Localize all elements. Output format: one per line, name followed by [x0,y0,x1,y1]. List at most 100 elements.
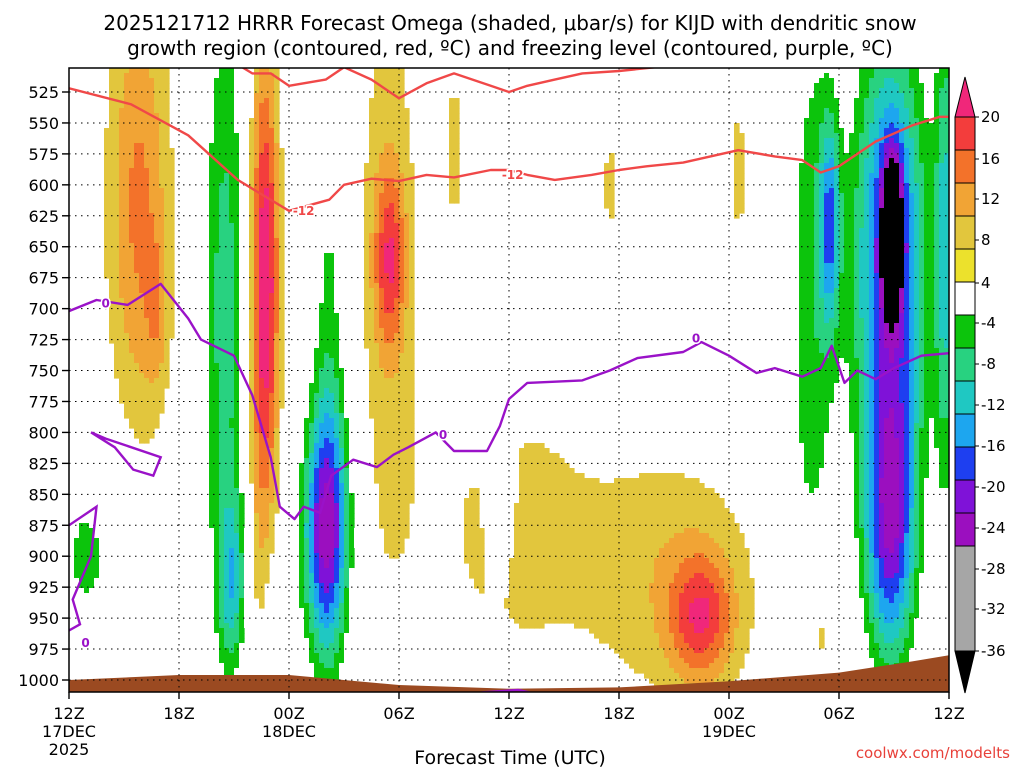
omega-cell [324,268,330,274]
omega-cell [159,138,165,144]
omega-cell [834,228,840,234]
omega-cell [874,193,880,199]
omega-cell [809,338,815,344]
omega-cell [869,203,875,209]
omega-cell [394,138,400,144]
omega-cell [224,368,230,374]
omega-cell [279,273,285,279]
omega-cell [409,218,415,224]
omega-cell [929,158,935,164]
omega-cell [239,293,245,299]
omega-cell [924,163,930,169]
omega-cell [909,363,915,369]
omega-cell [799,253,805,259]
omega-cell [249,123,255,129]
omega-cell [224,373,230,379]
omega-cell [134,363,140,369]
omega-cell [144,223,150,229]
omega-cell [854,248,860,254]
omega-cell [734,158,740,164]
omega-cell [914,273,920,279]
omega-cell [894,313,900,319]
omega-cell [854,113,860,119]
omega-cell [889,333,895,339]
omega-cell [449,188,455,194]
omega-cell [149,213,155,219]
omega-cell [394,168,400,174]
omega-cell [864,138,870,144]
omega-cell [159,298,165,304]
omega-cell [944,293,949,299]
omega-cell [264,78,270,84]
omega-cell [819,283,825,289]
omega-cell [119,83,125,89]
omega-cell [814,353,820,359]
omega-cell [814,73,820,79]
omega-cell [449,148,455,154]
omega-cell [374,208,380,214]
omega-cell [429,163,435,169]
omega-cell [159,203,165,209]
omega-cell [784,328,790,334]
omega-cell [819,238,825,244]
omega-cell [149,138,155,144]
omega-cell [894,173,900,179]
omega-cell [929,368,935,374]
omega-cell [334,353,340,359]
omega-cell [794,158,800,164]
omega-cell [944,143,949,149]
omega-cell [214,233,220,239]
omega-cell [134,148,140,154]
omega-cell [159,103,165,109]
omega-cell [894,98,900,104]
omega-cell [124,78,130,84]
omega-cell [129,373,135,379]
omega-cell [904,353,910,359]
omega-cell [869,213,875,219]
omega-cell [144,383,150,389]
omega-cell [219,273,225,279]
omega-cell [874,368,880,374]
omega-cell [384,153,390,159]
omega-cell [409,313,415,319]
omega-cell [304,368,310,374]
omega-cell [934,248,940,254]
omega-cell [324,243,330,249]
omega-cell [114,128,120,134]
omega-cell [904,288,910,294]
omega-cell [604,203,610,209]
omega-cell [134,118,140,124]
omega-cell [319,93,325,99]
omega-cell [324,188,330,194]
omega-cell [934,278,940,284]
omega-cell [434,223,440,229]
omega-cell [804,163,810,169]
omega-cell [889,328,895,334]
omega-cell [219,203,225,209]
omega-cell [824,298,830,304]
omega-cell [209,328,215,334]
omega-cell [734,168,740,174]
omega-cell [214,73,220,79]
omega-cell [364,278,370,284]
omega-cell [859,243,865,249]
omega-cell [249,388,255,394]
omega-cell [939,328,945,334]
omega-cell [224,293,230,299]
omega-cell [314,328,320,334]
omega-cell [924,123,930,129]
omega-cell [114,143,120,149]
omega-cell [264,108,270,114]
omega-cell [864,93,870,99]
omega-cell [929,218,935,224]
omega-cell [864,173,870,179]
omega-cell [804,293,810,299]
omega-cell [839,133,845,139]
omega-cell [269,103,275,109]
omega-cell [884,383,890,389]
omega-cell [214,118,220,124]
omega-cell [329,353,335,359]
omega-cell [109,258,115,264]
omega-cell [229,273,235,279]
omega-cell [369,333,375,339]
